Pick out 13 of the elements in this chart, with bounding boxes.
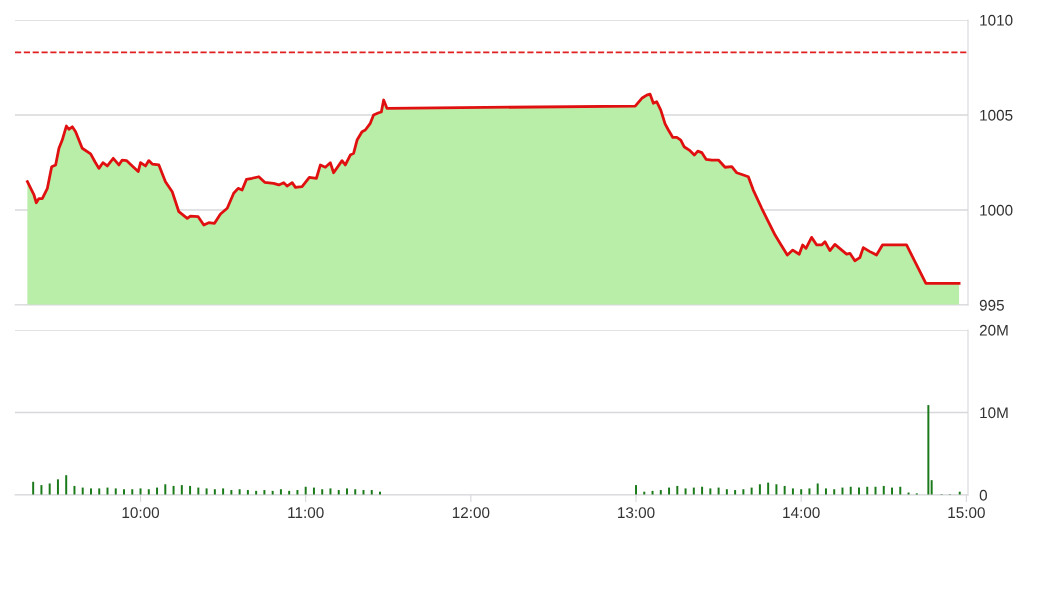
y-tick-label: 1010	[980, 14, 1013, 26]
y-tick-label: 995	[979, 299, 1004, 311]
x-tick-label: 13:00	[618, 507, 655, 519]
y-tick-label: 1000	[980, 204, 1013, 216]
x-tick-label: 15:00	[948, 507, 985, 519]
x-tick-label: 10:00	[122, 507, 160, 519]
y-tick-label: 20M	[979, 324, 1008, 336]
x-tick-label: 12:00	[452, 507, 490, 519]
y-tick-label: 1005	[980, 109, 1013, 121]
x-tick-label: 14:00	[783, 507, 820, 519]
x-tick-label: 11:00	[288, 507, 324, 519]
y-tick-label: 0	[979, 489, 988, 501]
y-tick-label: 10M	[980, 407, 1008, 419]
